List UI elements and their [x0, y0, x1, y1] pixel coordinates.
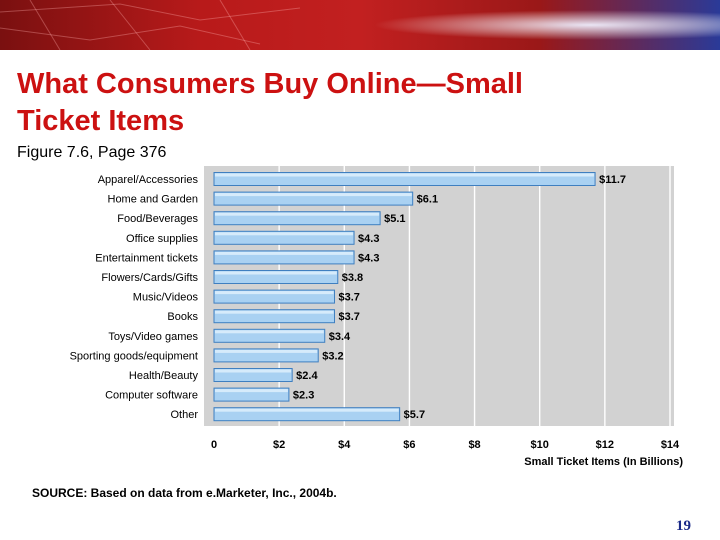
category-label: Computer software — [105, 390, 198, 402]
bar-highlight — [215, 349, 318, 353]
bar-highlight — [215, 369, 292, 373]
slide-title-line1: What Consumers Buy Online—Small — [17, 68, 523, 100]
bar-highlight — [215, 389, 288, 393]
value-label: $4.3 — [358, 233, 379, 245]
bar-highlight — [215, 310, 334, 314]
category-label: Apparel/Accessories — [98, 174, 199, 186]
value-label: $3.7 — [339, 311, 360, 323]
x-tick-label: $10 — [531, 439, 549, 451]
bar-highlight — [215, 291, 334, 295]
category-label: Home and Garden — [108, 194, 199, 206]
value-label: $3.8 — [342, 272, 363, 284]
category-label: Entertainment tickets — [95, 252, 198, 264]
value-label: $2.4 — [296, 370, 318, 382]
bar-chart: Apparel/Accessories $11.7 Home and Garden $… — [70, 166, 683, 468]
bar-highlight — [215, 251, 354, 255]
bar-highlight — [215, 212, 380, 216]
category-label: Books — [167, 311, 198, 323]
category-label: Office supplies — [126, 233, 198, 245]
category-label: Music/Videos — [133, 292, 199, 304]
x-tick-label: $8 — [468, 439, 480, 451]
x-tick-label: $4 — [338, 439, 351, 451]
value-label: $5.7 — [404, 409, 425, 421]
header-banner — [0, 0, 720, 50]
value-label: $3.7 — [339, 292, 360, 304]
x-axis-label: Small Ticket Items (In Billions) — [524, 456, 683, 468]
value-label: $3.2 — [322, 350, 343, 362]
value-label: $6.1 — [417, 194, 438, 206]
bar-highlight — [215, 271, 337, 275]
value-label: $11.7 — [599, 174, 626, 186]
bar-highlight — [215, 330, 324, 334]
category-label: Health/Beauty — [129, 370, 199, 382]
value-label: $2.3 — [293, 390, 314, 402]
category-label: Food/Beverages — [117, 213, 198, 225]
value-label: $5.1 — [384, 213, 405, 225]
x-tick-label: 0 — [211, 439, 217, 451]
category-label: Sporting goods/equipment — [70, 350, 198, 362]
slide-title: What Consumers Buy Online—Small Ticket I… — [17, 66, 523, 140]
bar-highlight — [215, 408, 399, 412]
value-label: $3.4 — [329, 331, 351, 343]
category-label: Flowers/Cards/Gifts — [101, 272, 198, 284]
category-label: Toys/Video games — [108, 331, 198, 343]
x-tick-label: $12 — [596, 439, 614, 451]
bar-highlight — [215, 193, 412, 197]
x-tick-label: $6 — [403, 439, 415, 451]
bar-highlight — [215, 232, 354, 236]
x-tick-label: $14 — [661, 439, 680, 451]
figure-reference: Figure 7.6, Page 376 — [17, 144, 167, 161]
source-note: SOURCE: Based on data from e.Marketer, I… — [32, 486, 337, 500]
page-number: 19 — [676, 518, 691, 534]
value-label: $4.3 — [358, 252, 379, 264]
slide-title-line2: Ticket Items — [17, 105, 185, 137]
x-tick-label: $2 — [273, 439, 285, 451]
category-label: Other — [170, 409, 198, 421]
bar-highlight — [215, 173, 595, 177]
